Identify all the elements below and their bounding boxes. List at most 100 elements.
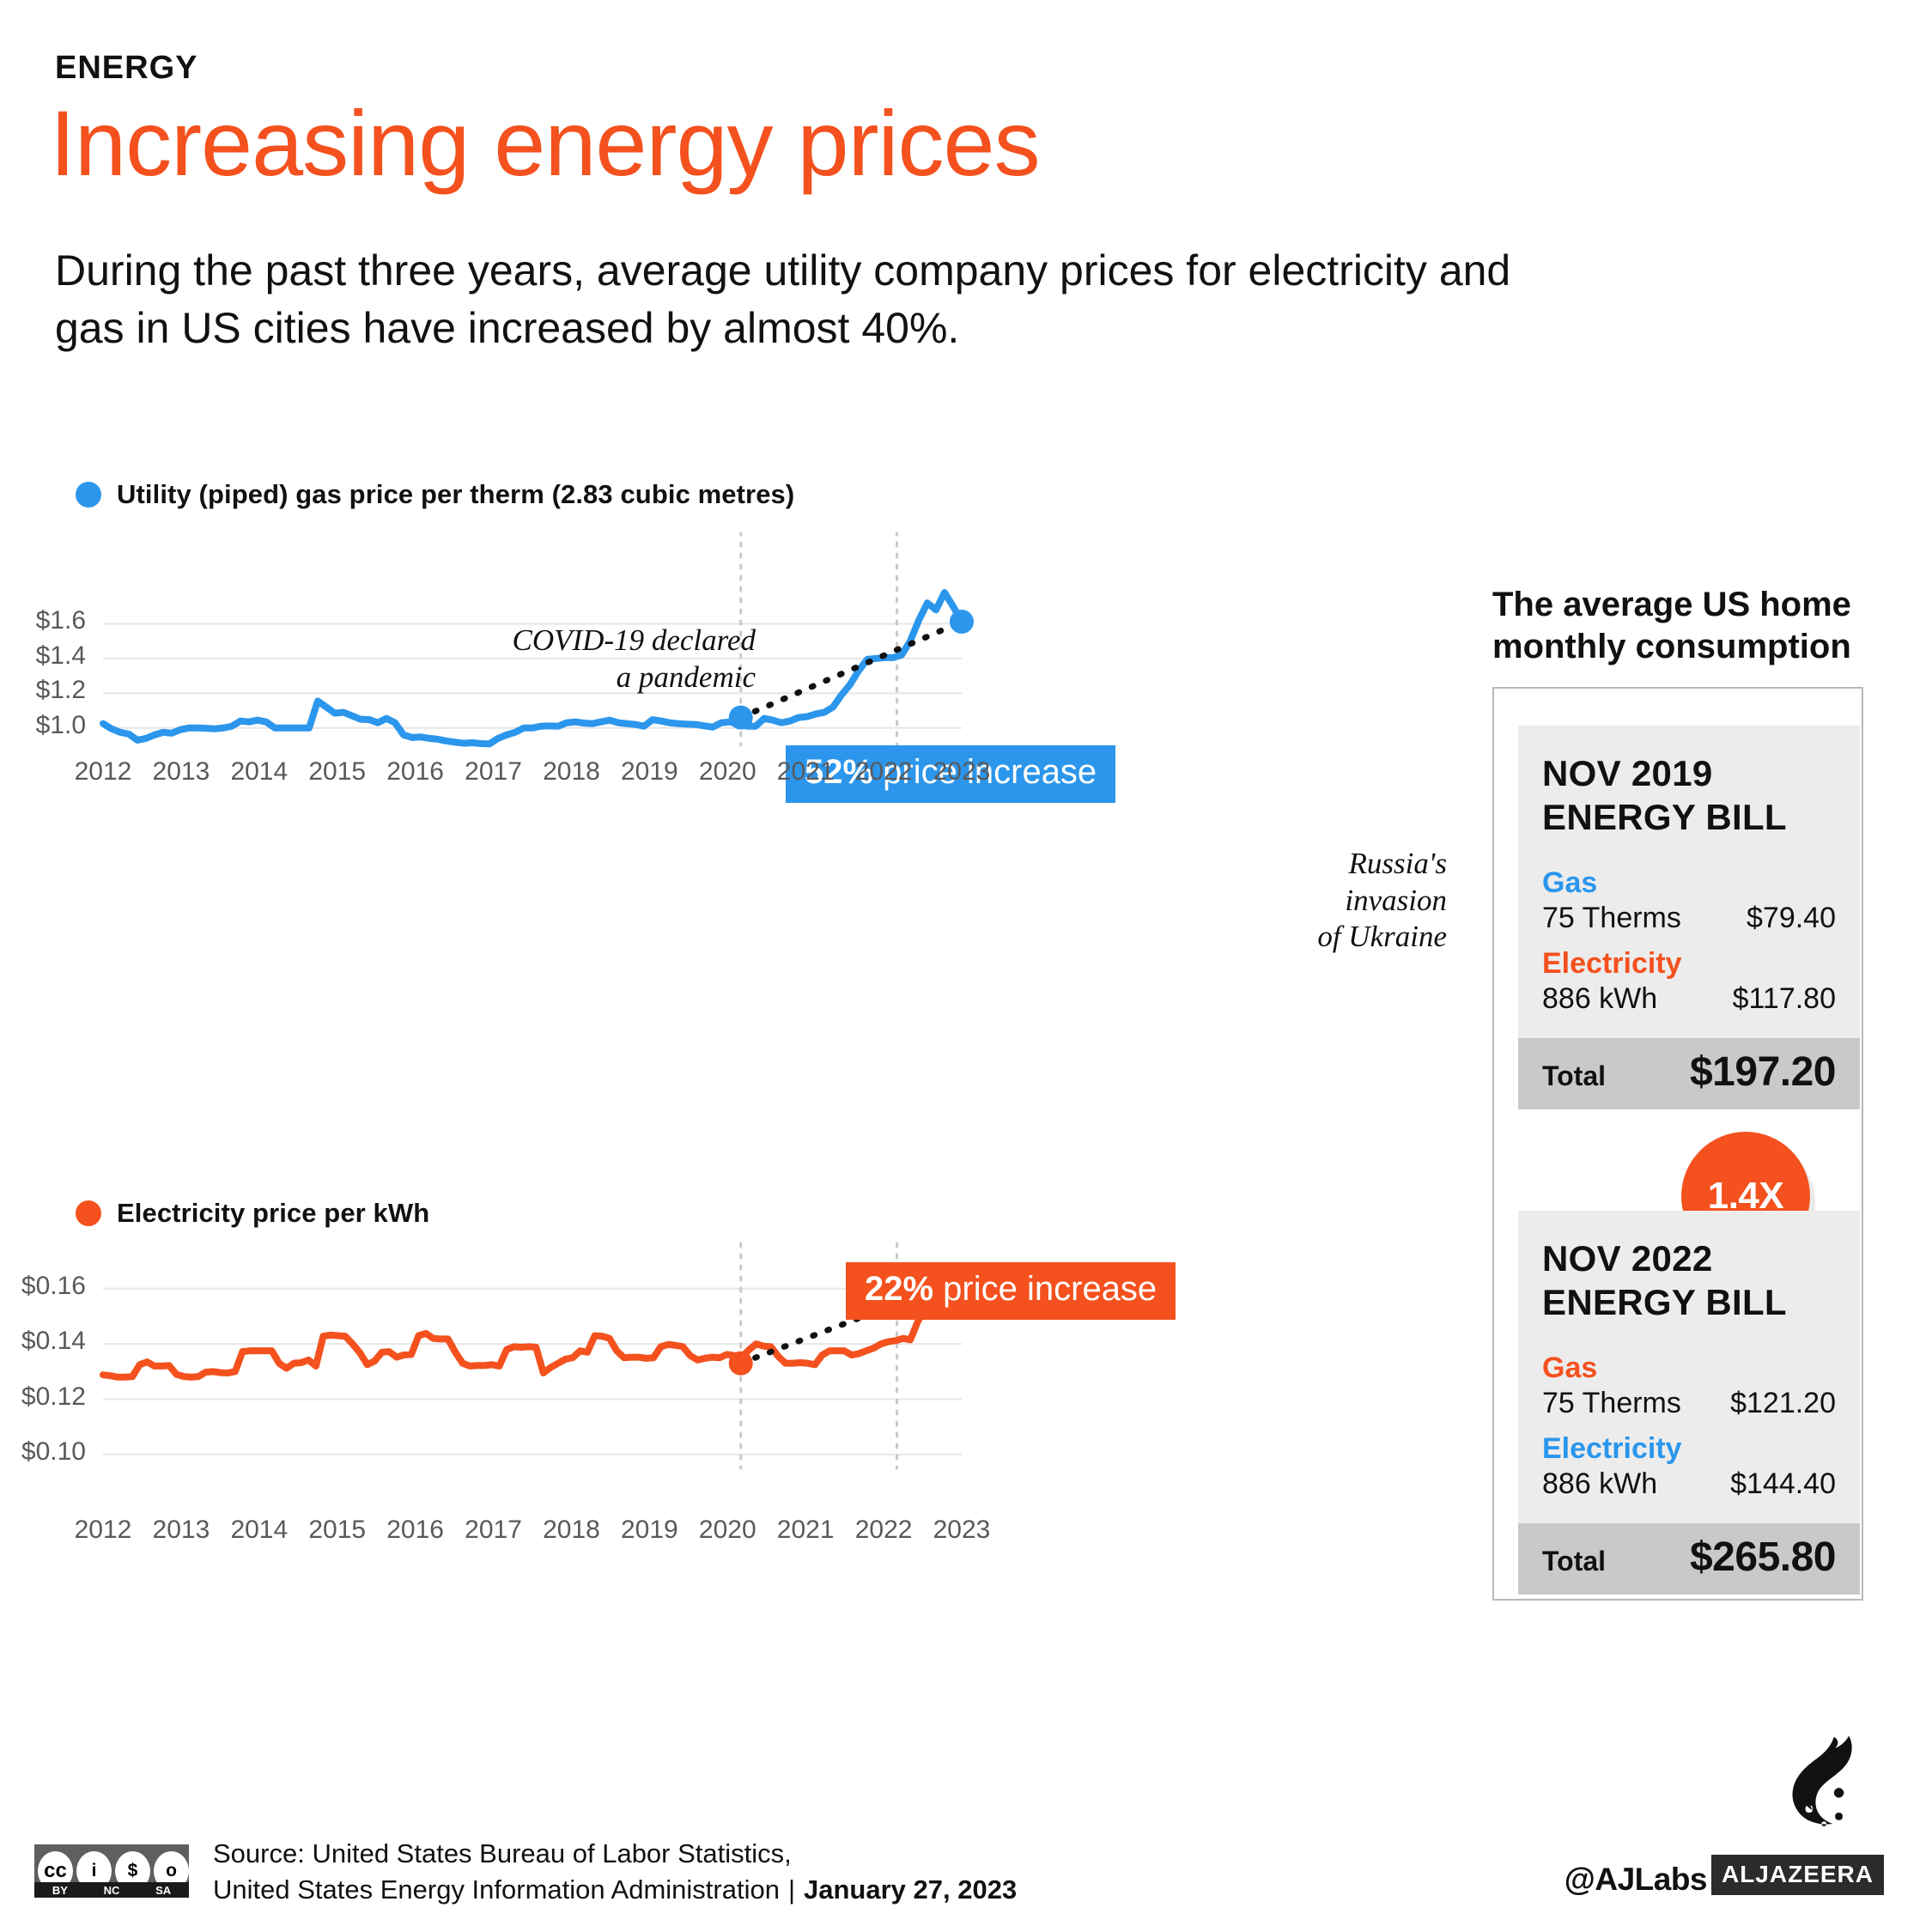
x-tick-label: 2015 [308,1516,367,1544]
bill-2019-gas-qty: 75 Therms [1542,902,1681,935]
y-tick-label: $1.2 [35,676,86,705]
x-tick-label: 2019 [620,757,678,786]
bill-2019-gas-row: 75 Therms $79.40 [1542,902,1836,935]
bill-2022-electricity-qty: 886 kWh [1542,1467,1658,1501]
y-tick-label: $0.16 [21,1271,86,1300]
legend-electricity: Electricity price per kWh [76,1198,429,1229]
annotation-covid: COVID-19 declared a pandemic [481,623,756,696]
bill-2022-electricity-row: 886 kWh $144.40 [1542,1467,1836,1501]
x-tick-label: 2022 [854,757,913,786]
x-tick-label: 2014 [230,1516,289,1544]
cc-label-sa: SA [155,1883,172,1897]
cc-label-bar: BY NC SA [34,1882,189,1898]
sidebar-title: The average US home monthly consumption [1492,586,1851,665]
x-tick-label: 2013 [152,1516,210,1544]
x-tick-label: 2021 [776,757,835,786]
y-tick-label: $1.4 [35,641,86,670]
annotation-russia-line2: invasion [1345,883,1447,917]
bill-2022-gas-label: Gas [1542,1352,1598,1385]
data-point-marker [728,1351,753,1376]
blue-dot-icon [76,482,101,507]
publish-date: January 27, 2023 [804,1874,1018,1905]
gas-increase-text: price increase [873,753,1097,791]
annotation-russia: Russia's invasion of Ukraine [1241,846,1447,956]
y-tick-label: $0.10 [21,1437,86,1466]
x-tick-label: 2018 [543,757,600,786]
x-tick-label: 2014 [230,757,289,786]
x-tick-label: 2012 [74,1516,132,1544]
bill-2019-total-row: Total $197.20 [1518,1038,1860,1110]
cc-label-nc: NC [103,1883,120,1897]
y-tick-label: $1.6 [35,606,86,635]
cc-label-by: BY [52,1883,68,1897]
bill-2022-electricity-amount: $144.40 [1730,1467,1836,1501]
x-tick-label: 2019 [620,1516,678,1544]
bill-2022-month: NOV 2022 [1542,1238,1713,1279]
creative-commons-icon: cc i $ o BY NC SA [34,1844,189,1898]
bill-card-2022: NOV 2022 ENERGY BILL Gas 75 Therms $121.… [1518,1211,1860,1595]
subtitle: During the past three years, average uti… [55,246,1511,352]
x-tick-label: 2020 [698,757,756,786]
electricity-price-increase-badge: 22% price increase [846,1262,1176,1320]
elec-increase-value: 22% [865,1270,934,1308]
bill-2019-heading: NOV 2019 ENERGY BILL [1518,726,1860,839]
brand-logo: ALJAZEERA [1710,1855,1884,1895]
x-tick-label: 2016 [386,757,444,786]
bill-2019-electricity-row: 886 kWh $117.80 [1542,982,1836,1016]
legend-gas: Utility (piped) gas price per therm (2.8… [76,479,794,510]
bill-2019-electricity-label: Electricity [1542,947,1682,981]
annotation-covid-line2: a pandemic [616,659,756,694]
source-credit: Source: United States Bureau of Labor St… [213,1836,1017,1908]
bill-2019-total-label: Total [1542,1060,1607,1092]
bill-2019-total-value: $197.20 [1689,1049,1837,1096]
bill-2022-heading: NOV 2022 ENERGY BILL [1518,1211,1860,1324]
chart-gas-price [0,532,1030,781]
bill-2022-kind: ENERGY BILL [1542,1282,1787,1323]
bill-2022-total-value: $265.80 [1689,1534,1837,1581]
source-line-2: United States Energy Information Adminis… [213,1874,780,1905]
bill-2019-gas-amount: $79.40 [1747,902,1836,935]
x-tick-label: 2022 [854,1516,913,1544]
bill-2022-total-row: Total $265.80 [1518,1523,1860,1595]
x-tick-label: 2020 [698,1516,756,1544]
trend-line [738,618,965,721]
annotation-russia-line1: Russia's [1348,847,1447,880]
data-point-marker [950,610,974,635]
bill-2019-gas-label: Gas [1542,866,1598,900]
x-tick-label: 2018 [543,1516,600,1544]
bill-2019-month: NOV 2019 [1542,753,1713,793]
bill-2022-gas-amount: $121.20 [1730,1387,1836,1420]
annotation-covid-line1: COVID-19 declared [512,623,756,657]
x-tick-label: 2016 [386,1516,444,1544]
legend-electricity-label: Electricity price per kWh [117,1198,430,1228]
bill-2019-electricity-amount: $117.80 [1732,982,1836,1016]
bill-2019-electricity-qty: 886 kWh [1542,982,1658,1016]
bill-2022-rows: Gas 75 Therms $121.20 Electricity 886 kW… [1518,1324,1860,1523]
series-line [100,1275,965,1381]
bill-2022-gas-qty: 75 Therms [1542,1387,1681,1420]
elec-increase-text: price increase [933,1270,1157,1308]
al-jazeera-logo-icon [1792,1735,1852,1826]
bill-card-2019: NOV 2019 ENERGY BILL Gas 75 Therms $79.4… [1518,726,1860,1110]
data-point-marker [728,705,753,730]
bill-2022-electricity-label: Electricity [1542,1432,1682,1466]
gas-increase-value: 52% [805,753,874,791]
annotation-russia-line3: of Ukraine [1317,920,1447,954]
bill-2022-total-label: Total [1542,1546,1607,1577]
source-separator: | [787,1874,796,1905]
x-tick-label: 2017 [465,1516,522,1544]
x-tick-label: 2012 [74,757,132,786]
page-title: Increasing energy prices [50,91,1041,195]
kicker: ENERGY [55,50,198,86]
x-tick-label: 2023 [933,757,991,786]
x-tick-label: 2021 [776,1516,835,1544]
series-line [100,589,965,748]
x-tick-label: 2023 [933,1516,991,1544]
legend-gas-label: Utility (piped) gas price per therm (2.8… [117,479,795,509]
y-tick-label: $0.12 [21,1382,86,1411]
x-tick-label: 2015 [308,757,367,786]
y-tick-label: $0.14 [21,1327,86,1356]
bill-2019-rows: Gas 75 Therms $79.40 Electricity 886 kWh… [1518,839,1860,1038]
social-handle: @AJLabs [1564,1862,1708,1897]
bill-2019-kind: ENERGY BILL [1542,797,1787,838]
